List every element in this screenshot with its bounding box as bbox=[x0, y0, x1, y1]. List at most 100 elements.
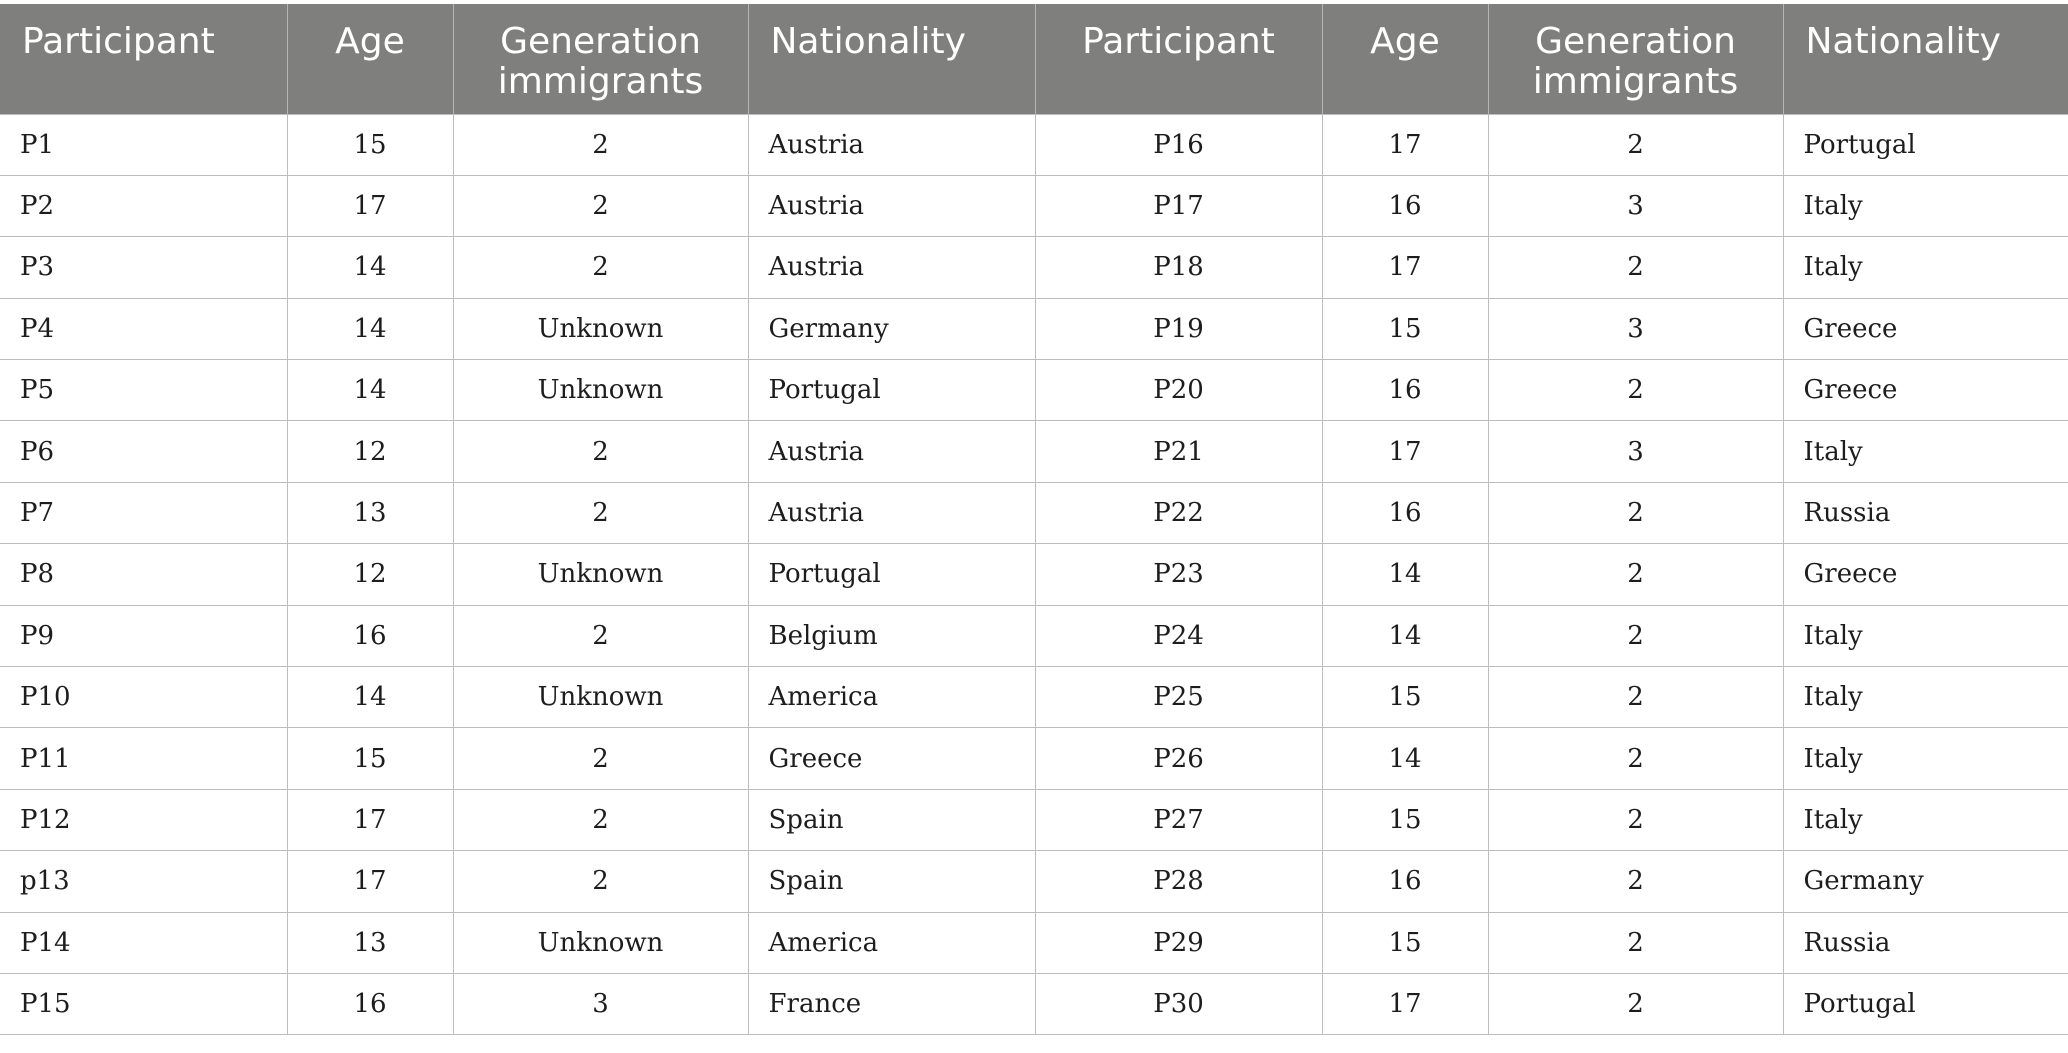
table-row: P15 16 3 France P30 17 2 Portugal bbox=[0, 972, 2068, 1036]
table-row: p13 17 2 Spain P28 16 2 Germany bbox=[0, 850, 2068, 913]
header-nationality-right: Nationality bbox=[1783, 4, 2068, 114]
table-row: P1 15 2 Austria P16 17 2 Portugal bbox=[0, 113, 2068, 176]
cell-nationality: Germany bbox=[1782, 850, 2068, 913]
cell-nationality: Austria bbox=[747, 236, 1036, 299]
cell-participant: P30 bbox=[1034, 972, 1323, 1036]
cell-age: 17 bbox=[286, 174, 454, 238]
cell-nationality: Italy bbox=[1782, 174, 2068, 238]
table-row: P4 14 Unknown Germany P19 15 3 Greece bbox=[0, 297, 2068, 361]
cell-generation-immigrants: 2 bbox=[1487, 481, 1784, 545]
table-header: Participant Age Generation immigrants Natio… bbox=[0, 4, 2068, 114]
cell-age: 17 bbox=[1321, 420, 1489, 483]
cell-nationality: Greece bbox=[1782, 359, 2068, 422]
cell-nationality: Spain bbox=[747, 788, 1036, 852]
table-row: P14 13 Unknown America P29 15 2 Russia bbox=[0, 911, 2068, 974]
cell-age: 14 bbox=[1321, 604, 1489, 668]
cell-participant: P16 bbox=[1034, 113, 1323, 176]
cell-nationality: Italy bbox=[1782, 788, 2068, 852]
table-row: P5 14 Unknown Portugal P20 16 2 Greece bbox=[0, 359, 2068, 422]
cell-participant: P12 bbox=[0, 788, 288, 852]
cell-generation-immigrants: 2 bbox=[1487, 972, 1784, 1036]
cell-nationality: Portugal bbox=[747, 359, 1036, 422]
cell-participant: P15 bbox=[0, 972, 288, 1036]
cell-age: 14 bbox=[286, 666, 454, 729]
cell-generation-immigrants: Unknown bbox=[452, 666, 749, 729]
participants-table-container: Participant Age Generation immigrants Natio… bbox=[0, 4, 2068, 1036]
table-body: P1 15 2 Austria P16 17 2 Portugal P2 17 2 Austria P1… bbox=[0, 113, 2068, 1036]
cell-participant: P6 bbox=[0, 420, 288, 483]
cell-generation-immigrants: 3 bbox=[452, 972, 749, 1036]
cell-generation-immigrants: 2 bbox=[1487, 236, 1784, 299]
cell-nationality: Belgium bbox=[747, 604, 1036, 668]
header-generation-immigrants-left: Generation immigrants bbox=[453, 4, 749, 114]
table-row: P11 15 2 Greece P26 14 2 Italy bbox=[0, 727, 2068, 790]
cell-nationality: France bbox=[747, 972, 1036, 1036]
cell-participant: P8 bbox=[0, 543, 288, 606]
cell-age: 17 bbox=[1321, 972, 1489, 1036]
cell-generation-immigrants: 2 bbox=[452, 727, 749, 790]
cell-participant: P29 bbox=[1034, 911, 1323, 974]
cell-nationality: Portugal bbox=[1782, 972, 2068, 1036]
cell-generation-immigrants: 2 bbox=[452, 481, 749, 545]
header-row: Participant Age Generation immigrants Natio… bbox=[0, 4, 2068, 114]
cell-age: 13 bbox=[286, 911, 454, 974]
cell-age: 16 bbox=[1321, 481, 1489, 545]
table-row: P6 12 2 Austria P21 17 3 Italy bbox=[0, 420, 2068, 483]
cell-participant: P19 bbox=[1034, 297, 1323, 361]
cell-nationality: America bbox=[747, 666, 1036, 729]
cell-generation-immigrants: 3 bbox=[1487, 420, 1784, 483]
cell-generation-immigrants: 2 bbox=[1487, 666, 1784, 729]
cell-nationality: Greece bbox=[1782, 297, 2068, 361]
cell-nationality: Russia bbox=[1782, 911, 2068, 974]
cell-age: 14 bbox=[286, 359, 454, 422]
cell-participant: P24 bbox=[1034, 604, 1323, 668]
header-participant-right: Participant bbox=[1035, 4, 1323, 114]
cell-generation-immigrants: 2 bbox=[1487, 359, 1784, 422]
cell-generation-immigrants: 3 bbox=[1487, 174, 1784, 238]
table-row: P7 13 2 Austria P22 16 2 Russia bbox=[0, 481, 2068, 545]
cell-age: 12 bbox=[286, 543, 454, 606]
cell-generation-immigrants: 2 bbox=[452, 174, 749, 238]
cell-age: 16 bbox=[1321, 174, 1489, 238]
header-age-right: Age bbox=[1322, 4, 1489, 114]
cell-participant: P7 bbox=[0, 481, 288, 545]
cell-nationality: America bbox=[747, 911, 1036, 974]
table-row: P2 17 2 Austria P17 16 3 Italy bbox=[0, 174, 2068, 238]
cell-age: 16 bbox=[1321, 850, 1489, 913]
cell-age: 17 bbox=[1321, 113, 1489, 176]
cell-participant: P26 bbox=[1034, 727, 1323, 790]
cell-generation-immigrants: Unknown bbox=[452, 911, 749, 974]
cell-nationality: Austria bbox=[747, 481, 1036, 545]
cell-participant: P4 bbox=[0, 297, 288, 361]
cell-generation-immigrants: 2 bbox=[1487, 543, 1784, 606]
cell-age: 14 bbox=[1321, 543, 1489, 606]
table-row: P10 14 Unknown America P25 15 2 Italy bbox=[0, 666, 2068, 729]
cell-participant: P11 bbox=[0, 727, 288, 790]
cell-generation-immigrants: Unknown bbox=[452, 359, 749, 422]
cell-age: 15 bbox=[1321, 911, 1489, 974]
cell-age: 17 bbox=[1321, 236, 1489, 299]
cell-generation-immigrants: 2 bbox=[452, 113, 749, 176]
header-generation-immigrants-right: Generation immigrants bbox=[1488, 4, 1784, 114]
cell-age: 17 bbox=[286, 850, 454, 913]
cell-participant: P10 bbox=[0, 666, 288, 729]
header-nationality-left: Nationality bbox=[748, 4, 1036, 114]
header-age-left: Age bbox=[287, 4, 454, 114]
cell-generation-immigrants: 2 bbox=[452, 850, 749, 913]
cell-nationality: Austria bbox=[747, 113, 1036, 176]
participants-table: Participant Age Generation immigrants Natio… bbox=[0, 4, 2068, 1036]
cell-age: 16 bbox=[1321, 359, 1489, 422]
cell-age: 15 bbox=[286, 727, 454, 790]
cell-participant: P28 bbox=[1034, 850, 1323, 913]
cell-participant: P25 bbox=[1034, 666, 1323, 729]
cell-participant: P17 bbox=[1034, 174, 1323, 238]
cell-age: 16 bbox=[286, 604, 454, 668]
cell-age: 14 bbox=[286, 236, 454, 299]
cell-age: 14 bbox=[286, 297, 454, 361]
cell-participant: P5 bbox=[0, 359, 288, 422]
cell-generation-immigrants: Unknown bbox=[452, 297, 749, 361]
cell-nationality: Austria bbox=[747, 174, 1036, 238]
cell-nationality: Italy bbox=[1782, 604, 2068, 668]
table-row: P8 12 Unknown Portugal P23 14 2 Greece bbox=[0, 543, 2068, 606]
cell-generation-immigrants: 2 bbox=[1487, 727, 1784, 790]
